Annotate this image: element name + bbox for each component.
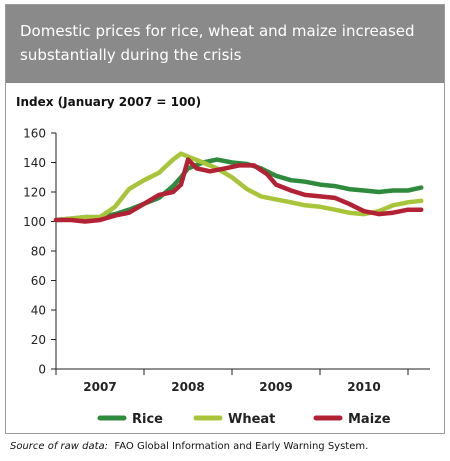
data-point-wheat [332,207,337,212]
data-point-maize [127,210,132,215]
legend-label-rice: Rice [132,412,163,427]
data-point-maize [171,190,176,194]
data-point-maize [252,163,256,168]
data-point-maize [406,207,410,212]
data-point-maize [54,218,58,223]
data-point-wheat [318,204,322,209]
data-point-maize [237,163,242,168]
data-point-wheat [259,194,264,199]
data-point-rice [419,185,424,190]
series-line-maize [53,157,424,224]
data-point-rice [376,190,381,194]
legend-label-maize: Maize [348,412,391,427]
data-point-maize [362,209,366,214]
x-tick-label: 2009 [259,380,292,394]
y-tick-label: 40 [31,304,46,318]
y-tick-label: 20 [31,333,46,347]
data-point-wheat [171,157,176,162]
data-point-wheat [244,187,249,192]
data-point-maize [265,172,270,177]
data-point-rice [406,188,410,193]
data-point-maize [303,192,308,197]
chart-title: Domestic prices for rice, wheat and maiz… [20,22,415,64]
data-point-wheat [156,170,161,175]
y-tick-label: 100 [23,215,46,229]
data-point-maize [194,166,199,171]
data-point-rice [230,160,234,165]
source-text: FAO Global Information and Early Warning… [114,441,369,452]
title-band: Domestic prices for rice, wheat and maiz… [6,5,444,83]
data-point-wheat [127,187,132,192]
y-tick-label: 160 [23,127,46,141]
y-axis-label: Index (January 2007 = 100) [16,95,202,109]
data-point-wheat [288,200,293,205]
data-point-maize [288,188,293,193]
data-point-maize [186,157,190,162]
data-point-wheat [303,203,308,208]
data-point-rice [347,187,352,192]
x-tick-label: 2007 [83,380,116,394]
data-point-maize [391,210,396,215]
data-point-maize [318,194,322,199]
y-tick-label: 140 [23,156,46,170]
source-note: Source of raw data: FAO Global Informati… [10,441,368,452]
data-point-rice [215,157,220,162]
data-point-rice [274,173,278,178]
data-point-wheat [419,198,424,203]
data-point-maize [332,195,337,200]
source-lead: Source of raw data: [10,441,109,452]
legend-label-wheat: Wheat [228,412,275,427]
data-point-maize [376,212,381,217]
data-point-maize [83,219,88,224]
data-point-wheat [274,197,278,202]
y-tick-label: 120 [23,186,46,200]
y-tick-label: 60 [31,274,46,288]
data-point-rice [362,188,366,193]
data-point-maize [98,218,102,223]
data-point-rice [288,178,293,183]
data-point-maize [178,182,183,187]
data-point-wheat [406,200,410,205]
data-point-maize [274,182,278,187]
data-point-wheat [347,210,352,215]
x-tick-label: 2008 [171,380,204,394]
data-point-maize [208,169,212,174]
y-tick-label: 80 [31,245,46,259]
data-point-wheat [200,160,205,165]
data-point-maize [142,201,146,206]
data-point-maize [112,213,117,218]
data-point-wheat [391,203,396,208]
data-point-rice [332,184,337,189]
data-point-wheat [83,215,88,220]
data-point-maize [222,166,227,171]
data-point-maize [68,218,73,223]
data-point-maize [347,201,352,206]
data-point-maize [419,207,424,212]
data-point-maize [156,192,161,197]
data-point-wheat [230,175,234,180]
y-tick-label: 0 [38,363,46,377]
data-point-rice [303,179,308,184]
x-tick-label: 2010 [347,380,380,394]
data-point-wheat [112,204,117,209]
data-point-rice [318,182,322,187]
data-point-wheat [142,178,146,183]
data-point-rice [171,184,176,189]
data-point-rice [391,188,396,193]
data-point-wheat [178,151,183,156]
